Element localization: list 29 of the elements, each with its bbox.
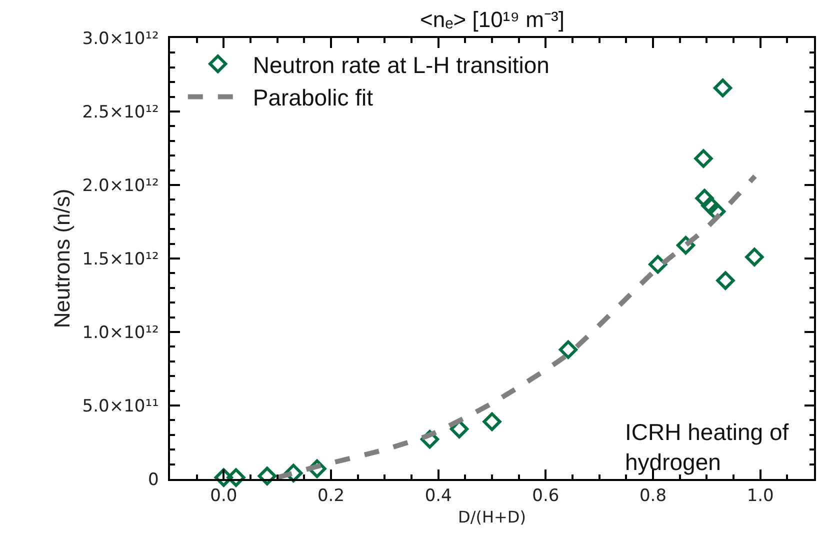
- point: [558, 340, 578, 359]
- legend-label: Parabolic fit: [252, 84, 374, 111]
- point: [745, 248, 764, 266]
- point: [482, 412, 502, 431]
- annotation: ICRH heating of hydrogen: [625, 419, 790, 475]
- point: [258, 466, 276, 486]
- x-tick-label: 0.4: [424, 486, 452, 506]
- x-tick-label: 0.8: [639, 486, 667, 506]
- point: [214, 468, 233, 487]
- y-tick-label: 0: [148, 470, 159, 490]
- x-tick-label: 0.6: [532, 486, 560, 506]
- x-tick-label: 0.0: [210, 486, 238, 506]
- y-tick-label: 3.0×10¹²: [82, 28, 159, 49]
- x-axis-title: D/(H+D): [458, 507, 526, 526]
- point: [695, 188, 714, 208]
- point: [716, 271, 735, 290]
- point: [694, 149, 713, 168]
- y-tick-label: 1.5×10¹²: [82, 249, 159, 270]
- legend-label: Neutron rate at L-H transition: [252, 52, 550, 78]
- y-tick-label: 5.0×10¹¹: [82, 396, 159, 416]
- x-tick-label: 0.2: [317, 486, 345, 506]
- x-tick-label: 1.0: [746, 486, 774, 506]
- point: [713, 78, 732, 98]
- x2-axis-title: <nₑ> [10¹⁹ m⁻³]: [420, 7, 564, 32]
- y-tick-label: 2.0×10¹²: [82, 176, 159, 196]
- y-tick-label: 2.5×10¹²: [82, 102, 159, 122]
- y-tick-label: 1.0×10¹²: [82, 322, 159, 343]
- y-axis-title: Neutrons (n/s): [50, 188, 75, 328]
- point: [226, 468, 246, 487]
